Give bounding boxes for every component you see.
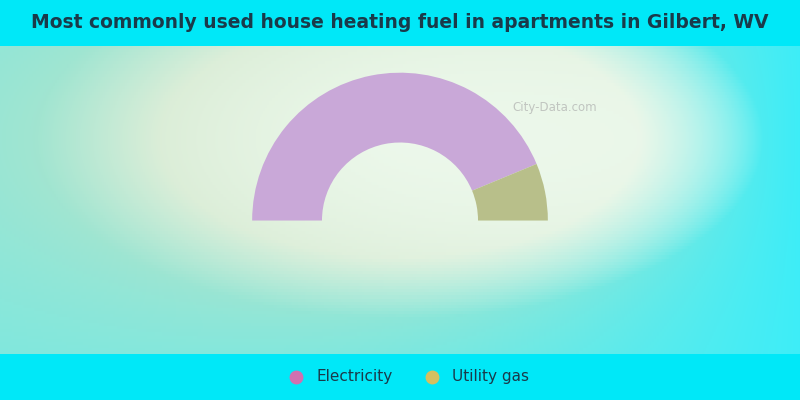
Text: Most commonly used house heating fuel in apartments in Gilbert, WV: Most commonly used house heating fuel in… xyxy=(31,14,769,32)
Wedge shape xyxy=(472,164,548,220)
Text: Utility gas: Utility gas xyxy=(452,370,529,384)
Text: City-Data.com: City-Data.com xyxy=(513,102,597,114)
Text: Electricity: Electricity xyxy=(316,370,392,384)
Wedge shape xyxy=(252,73,537,220)
